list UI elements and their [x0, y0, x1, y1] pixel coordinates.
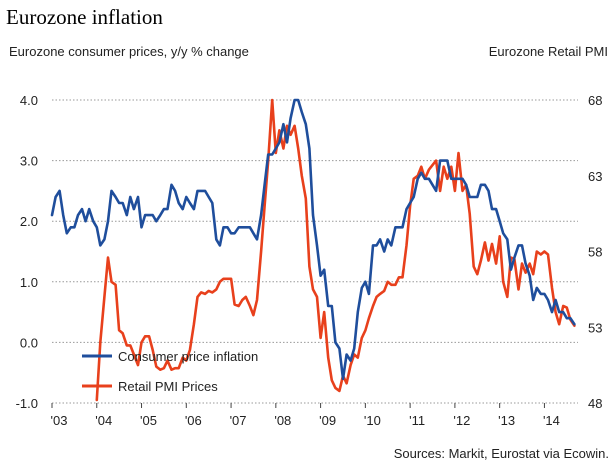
left-y-tick-label: 2.0 — [20, 214, 38, 229]
x-tick-label: '08 — [274, 413, 291, 428]
legend-label-consumer-price-inflation: Consumer price inflation — [118, 349, 258, 364]
series-line-consumer-price-inflation — [50, 98, 576, 381]
x-tick-label: '07 — [230, 413, 247, 428]
x-tick-label: '03 — [51, 413, 68, 428]
x-tick-label: '09 — [319, 413, 336, 428]
x-tick-label: '14 — [543, 413, 560, 428]
x-ticks: '03 '04 '05 '06 '07 '08 '09 '10 '11 '12 '13 '14 — [51, 403, 560, 428]
x-tick-label: '11 — [409, 413, 425, 428]
legend-label-retail-pmi-prices: Retail PMI Prices — [118, 379, 218, 394]
left-y-ticks: -1.0 0.0 1.0 2.0 3.0 4.0 — [16, 93, 38, 411]
source-note: Sources: Markit, Eurostat via Ecowin. — [394, 446, 609, 461]
right-y-tick-label: 58 — [588, 245, 602, 260]
left-y-tick-label: 0.0 — [20, 335, 38, 350]
series-line-retail-pmi-prices — [95, 98, 576, 402]
right-axis-label: Eurozone Retail PMI — [489, 44, 608, 59]
right-y-tick-label: 53 — [588, 320, 602, 335]
left-y-tick-label: -1.0 — [16, 396, 38, 411]
right-y-tick-label: 68 — [588, 93, 602, 108]
x-tick-label: '05 — [140, 413, 157, 428]
x-tick-label: '12 — [453, 413, 470, 428]
left-y-tick-label: 1.0 — [20, 275, 38, 290]
left-axis-label: Eurozone consumer prices, y/y % change — [9, 44, 249, 59]
left-y-tick-label: 4.0 — [20, 93, 38, 108]
series-lines — [50, 98, 576, 402]
right-y-tick-label: 48 — [588, 396, 602, 411]
x-tick-label: '06 — [185, 413, 202, 428]
x-tick-label: '04 — [95, 413, 112, 428]
left-y-tick-label: 3.0 — [20, 154, 38, 169]
right-y-tick-label: 63 — [588, 169, 602, 184]
chart-title: Eurozone inflation — [6, 5, 163, 29]
x-tick-label: '13 — [498, 413, 515, 428]
right-y-ticks: 48 53 58 63 68 — [588, 93, 602, 411]
x-tick-label: '10 — [364, 413, 381, 428]
legend: Consumer price inflation Retail PMI Pric… — [82, 349, 258, 394]
